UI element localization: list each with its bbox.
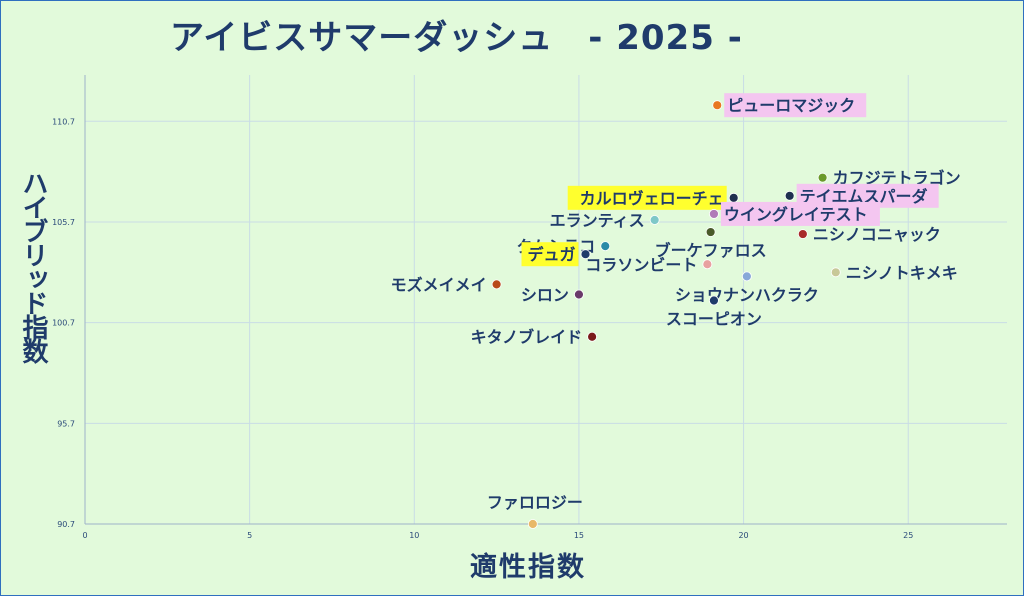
data-label: ウイングレイテスト (724, 205, 868, 224)
data-label: ニシノトキメキ (846, 263, 958, 282)
data-label: ピューロマジック (727, 96, 855, 115)
data-point (491, 279, 502, 290)
x-tick-label: 10 (409, 531, 419, 540)
data-point (709, 295, 719, 306)
data-label: キタノブレイド (471, 328, 583, 347)
y-tick-label: 95.7 (57, 419, 75, 428)
data-label: カルロヴェローチェ (580, 189, 724, 208)
data-label: コラソンビート (585, 255, 697, 274)
data-label: ニシノコニャック (813, 225, 941, 244)
data-label: エランティス (550, 211, 645, 230)
data-point (712, 100, 723, 111)
data-point (741, 271, 752, 282)
label-highlight (720, 201, 880, 226)
data-label: ブーケファロス (655, 241, 767, 260)
data-label: モズメイメイ (391, 275, 487, 294)
y-tick-label: 100.7 (52, 319, 75, 328)
data-point (784, 190, 795, 201)
data-point (574, 289, 584, 300)
x-tick-label: 15 (574, 531, 584, 540)
x-tick-label: 5 (247, 531, 252, 540)
y-tick-label: 90.7 (57, 520, 75, 529)
x-tick-label: 0 (82, 531, 87, 540)
y-axis-label: ハイブリッド指数 (18, 170, 48, 362)
data-point (649, 215, 660, 225)
data-label: カフジテトラゴン (833, 169, 961, 188)
x-axis-label: 適性指数 (470, 552, 586, 583)
data-point (830, 267, 841, 278)
x-tick-label: 25 (903, 531, 913, 540)
label-highlight (724, 93, 867, 118)
data-point (587, 331, 597, 342)
data-label: スコーピオン (666, 310, 762, 329)
data-label: テイエムスパーダ (800, 187, 928, 206)
data-label: シロン (521, 285, 569, 304)
data-point (580, 249, 591, 260)
label-highlight (521, 242, 579, 267)
data-point (817, 172, 828, 183)
label-highlight (567, 185, 727, 210)
x-tick-label: 20 (738, 531, 748, 540)
data-point (527, 519, 538, 529)
y-tick-label: 110.7 (52, 117, 75, 126)
data-point (728, 192, 739, 203)
data-label: デュガ (527, 245, 575, 264)
y-tick-label: 105.7 (52, 218, 75, 227)
data-point (709, 209, 719, 219)
data-label: ショウナンハクラク (675, 285, 819, 304)
data-label: ファロロジー (487, 493, 583, 512)
data-point (797, 229, 808, 239)
data-point (705, 227, 716, 237)
data-point (600, 241, 611, 252)
data-point (702, 259, 713, 270)
chart-title: アイビスサマーダッシュ - 2025 - (170, 18, 743, 58)
